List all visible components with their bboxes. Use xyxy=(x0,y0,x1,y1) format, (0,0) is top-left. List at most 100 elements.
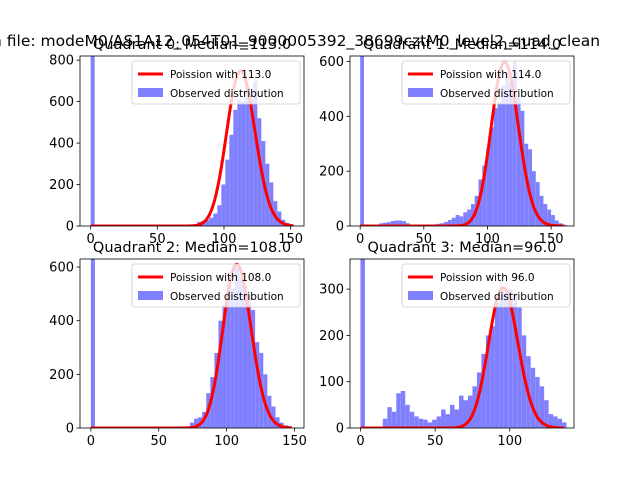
x-tick-label: 150 xyxy=(278,232,303,247)
histogram-bar xyxy=(512,61,517,226)
histogram-bar xyxy=(493,108,498,226)
y-tick-label: 200 xyxy=(49,178,74,193)
histogram-bar xyxy=(360,259,365,428)
histogram-bar xyxy=(226,283,231,428)
histogram-bar xyxy=(478,179,483,226)
histogram-bar xyxy=(398,220,403,226)
histogram-bar xyxy=(444,221,448,226)
subplots: 0 50 100 150 0 200 400 600 800 Quadrant 0: Median… xyxy=(49,37,575,449)
histogram-bar xyxy=(436,416,442,428)
histogram-bar xyxy=(532,171,536,226)
y-tick-label: 600 xyxy=(49,95,74,110)
histogram-bar xyxy=(251,309,256,428)
histogram-bar xyxy=(520,110,525,226)
legend-entry-observed: Observed distribution xyxy=(170,88,284,100)
x-tick-label: 0 xyxy=(87,232,95,247)
histogram-bar xyxy=(390,221,395,226)
histogram-bar xyxy=(277,211,282,226)
histogram-bar xyxy=(427,422,433,428)
histogram-bar xyxy=(539,195,544,226)
histogram-bar xyxy=(230,288,235,428)
histogram-bar xyxy=(528,149,532,226)
histogram-bar xyxy=(553,416,558,428)
histogram-bar xyxy=(530,367,536,428)
subplot-title: Quadrant 3: Median=96.0 xyxy=(368,240,557,256)
legend: Poission with 114.0 Observed distribution xyxy=(401,60,571,105)
y-tick-label: 400 xyxy=(319,110,344,125)
legend-box xyxy=(401,263,571,308)
histogram-bar xyxy=(209,217,214,226)
legend: Poission with 113.0 Observed distribution xyxy=(131,60,301,105)
histogram-bar xyxy=(481,353,486,428)
histogram-bar xyxy=(233,109,238,226)
histogram-bar xyxy=(562,422,567,428)
histogram-bar xyxy=(414,416,419,428)
axes-frame xyxy=(79,55,305,227)
y-tick-label: 400 xyxy=(49,314,74,329)
y-tick-label: 100 xyxy=(319,375,344,390)
legend-entry-poisson: Poission with 96.0 xyxy=(440,272,535,284)
y-tick-label: 400 xyxy=(49,137,74,152)
legend-entry-poisson: Poission with 113.0 xyxy=(170,69,271,81)
histogram-bar xyxy=(383,222,387,226)
histogram-bar xyxy=(360,56,364,226)
histogram-bar xyxy=(490,326,495,428)
histogram-bar xyxy=(255,342,260,428)
axes-frame xyxy=(79,258,305,429)
histogram-bar xyxy=(535,182,540,226)
histogram-bar xyxy=(221,184,226,226)
histogram-bar xyxy=(544,400,549,428)
legend: Poission with 96.0 Observed distribution xyxy=(401,263,571,308)
histogram-bar xyxy=(402,221,406,226)
y-tick-label: 200 xyxy=(319,165,344,180)
subplot-title: Quadrant 2: Median=108.0 xyxy=(93,240,291,256)
subplot-2: 0 50 100 150 0 200 400 600 Quadrant 2: Median=10… xyxy=(49,240,307,449)
histogram-bar xyxy=(467,395,473,428)
histogram-bar xyxy=(516,97,521,226)
histogram-bar xyxy=(387,407,392,428)
histogram-bar xyxy=(524,143,529,226)
histogram-bar xyxy=(485,335,491,428)
histogram-bar xyxy=(448,219,452,226)
histogram-bar xyxy=(249,99,254,226)
x-tick-label: 0 xyxy=(87,434,95,449)
histogram-bar xyxy=(194,418,199,428)
histogram-bar xyxy=(253,80,258,226)
histogram-bar xyxy=(535,377,540,428)
histogram-bar xyxy=(562,224,567,226)
histogram-bar xyxy=(451,217,456,226)
histogram-bar xyxy=(213,213,218,226)
subplot-title: Quadrant 1: Median=114.0 xyxy=(363,37,561,53)
x-tick-label: 100 xyxy=(212,232,237,247)
histogram-bar xyxy=(391,411,397,428)
histogram-bar xyxy=(508,289,513,428)
histogram-bar xyxy=(234,267,239,428)
axes-frame xyxy=(349,55,575,227)
legend-entry-poisson: Poission with 114.0 xyxy=(440,69,541,81)
histogram-bar xyxy=(505,72,510,226)
histogram-bar xyxy=(557,418,563,428)
histogram-bar xyxy=(501,86,506,226)
poisson-line xyxy=(90,262,292,428)
y-tick-label: 600 xyxy=(319,55,344,70)
legend-patch-swatch xyxy=(138,88,163,97)
histogram-bar xyxy=(543,204,548,226)
histogram-bar xyxy=(463,212,468,226)
histogram-bar xyxy=(512,293,518,428)
histogram-bar xyxy=(547,209,552,226)
y-tick-label: 200 xyxy=(49,368,74,383)
x-tick-label: 50 xyxy=(150,434,167,449)
legend-patch-swatch xyxy=(408,291,433,300)
histogram-bar xyxy=(386,222,391,226)
histogram-bar xyxy=(271,406,276,428)
histogram-bar xyxy=(463,400,468,428)
y-tick-label: 0 xyxy=(66,422,74,437)
subplot-0: 0 50 100 150 0 200 400 600 800 Quadrant 0: Median… xyxy=(49,37,305,247)
histogram-bar xyxy=(497,102,502,226)
histogram-bar xyxy=(418,418,424,428)
y-tick-label: 0 xyxy=(336,220,344,235)
histogram-bar xyxy=(454,409,460,428)
histogram-bar xyxy=(486,149,490,226)
histogram-bar xyxy=(548,414,554,428)
histogram-bar xyxy=(405,404,410,428)
